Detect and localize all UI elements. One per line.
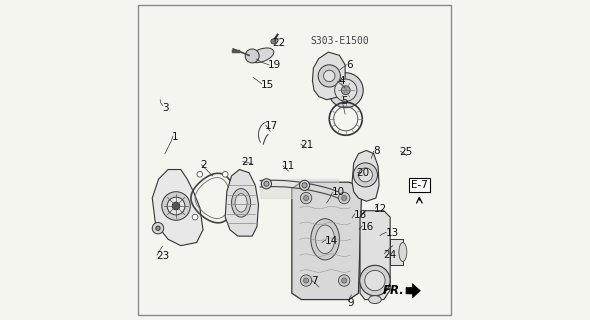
Circle shape <box>341 86 350 95</box>
Circle shape <box>261 179 271 189</box>
Circle shape <box>365 270 385 291</box>
Circle shape <box>300 275 312 286</box>
Text: 9: 9 <box>348 298 354 308</box>
Circle shape <box>302 183 307 188</box>
Circle shape <box>304 278 309 283</box>
Polygon shape <box>152 170 203 246</box>
Circle shape <box>342 196 347 201</box>
Text: 15: 15 <box>261 79 274 90</box>
Text: 4: 4 <box>339 76 345 86</box>
Text: 11: 11 <box>282 161 295 171</box>
Ellipse shape <box>250 48 274 63</box>
Circle shape <box>353 163 378 187</box>
Circle shape <box>271 39 276 44</box>
Circle shape <box>227 214 233 220</box>
Text: 14: 14 <box>325 236 339 245</box>
Text: 20: 20 <box>356 168 369 178</box>
Ellipse shape <box>231 188 251 217</box>
Text: 13: 13 <box>385 228 399 238</box>
Ellipse shape <box>316 225 335 253</box>
Text: FR.: FR. <box>383 284 404 297</box>
Text: 1: 1 <box>172 132 179 142</box>
Circle shape <box>156 226 160 230</box>
Circle shape <box>300 180 310 190</box>
Text: 8: 8 <box>373 146 379 156</box>
Circle shape <box>339 275 350 286</box>
Text: 25: 25 <box>399 147 412 157</box>
Circle shape <box>222 172 228 177</box>
Polygon shape <box>225 170 258 236</box>
Text: 6: 6 <box>346 60 352 70</box>
Text: 18: 18 <box>353 210 367 220</box>
Circle shape <box>328 73 363 108</box>
Polygon shape <box>360 211 390 300</box>
Text: E-7: E-7 <box>411 180 428 190</box>
Circle shape <box>300 192 312 204</box>
Polygon shape <box>313 52 345 100</box>
Text: 10: 10 <box>332 187 345 197</box>
Circle shape <box>152 222 163 234</box>
Circle shape <box>342 278 347 283</box>
Text: 23: 23 <box>156 252 169 261</box>
Text: 21: 21 <box>242 157 255 167</box>
Ellipse shape <box>235 194 247 212</box>
Ellipse shape <box>399 243 407 261</box>
Ellipse shape <box>311 219 339 260</box>
Circle shape <box>359 168 372 182</box>
Bar <box>390 239 403 265</box>
Text: 5: 5 <box>341 96 348 106</box>
Circle shape <box>264 181 269 186</box>
Ellipse shape <box>369 296 381 304</box>
Circle shape <box>245 49 259 63</box>
Circle shape <box>304 196 309 201</box>
Text: 16: 16 <box>361 222 375 232</box>
Circle shape <box>339 192 350 204</box>
Text: 22: 22 <box>272 38 286 48</box>
Text: 12: 12 <box>374 204 388 214</box>
Text: 24: 24 <box>384 250 396 260</box>
Polygon shape <box>292 182 362 300</box>
Text: S303-E1500: S303-E1500 <box>310 36 369 46</box>
Circle shape <box>360 265 390 296</box>
Circle shape <box>323 70 335 82</box>
Circle shape <box>167 197 185 215</box>
Polygon shape <box>406 284 420 298</box>
Polygon shape <box>352 150 379 201</box>
Circle shape <box>335 79 357 101</box>
Text: 21: 21 <box>300 140 313 150</box>
Circle shape <box>192 214 198 220</box>
Text: 19: 19 <box>268 60 281 70</box>
Text: 17: 17 <box>265 121 278 131</box>
Circle shape <box>318 65 340 87</box>
Circle shape <box>162 192 191 220</box>
Circle shape <box>197 172 203 177</box>
Text: 7: 7 <box>311 276 317 286</box>
Text: 2: 2 <box>200 160 206 170</box>
Circle shape <box>172 202 180 210</box>
Text: 3: 3 <box>162 103 168 113</box>
